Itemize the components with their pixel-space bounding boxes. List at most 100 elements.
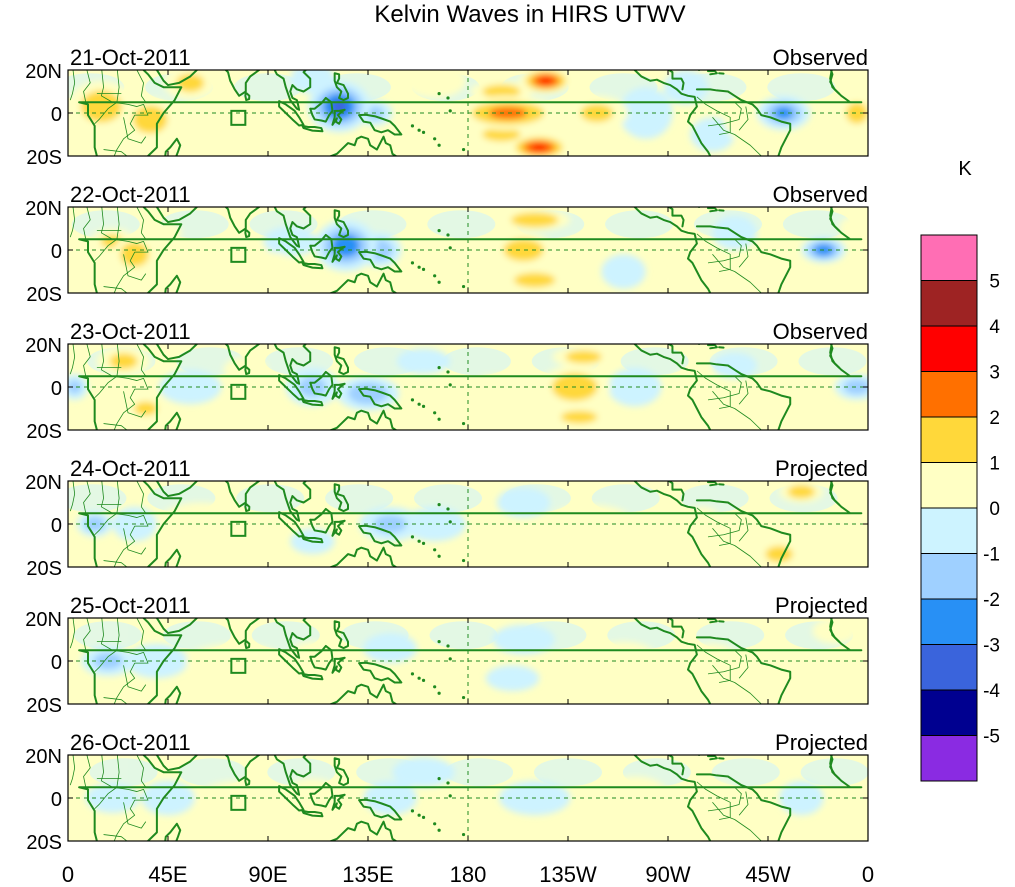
anomaly-contour (510, 212, 559, 228)
y-tick-label: 20N (25, 472, 62, 494)
colorbar-label: -2 (983, 590, 1000, 611)
anomaly-contour (80, 90, 122, 123)
anomaly-contour (396, 258, 451, 285)
anomaly-contour (223, 130, 268, 156)
anomaly-contour (685, 780, 740, 816)
anomaly-contour (482, 127, 521, 142)
x-tick-label: 45E (148, 862, 187, 887)
anomaly-contour (668, 232, 713, 268)
region-marker-box (230, 794, 247, 811)
colorbar-label: 4 (989, 317, 1000, 338)
y-tick-label: 20N (25, 61, 62, 83)
anomaly-contour (485, 665, 540, 692)
y-tick-label: 20S (26, 558, 62, 580)
anomaly-contour (685, 643, 740, 679)
anomaly-contour (403, 70, 466, 98)
region-marker-box (230, 657, 247, 674)
colorbar-swatch (920, 553, 978, 600)
anomaly-contour (503, 238, 544, 262)
y-tick-label: 20S (26, 832, 62, 854)
y-tick-label: 20S (26, 147, 62, 169)
colorbar-units-label: K (958, 158, 972, 180)
region-marker-box (230, 520, 247, 537)
coastlines (78, 755, 863, 841)
y-tick-label: 0 (51, 378, 62, 400)
colorbar-swatch (920, 462, 978, 509)
panel-kind-label: Observed (773, 182, 868, 207)
anomaly-contour (263, 226, 317, 257)
anomaly-contour (712, 352, 757, 379)
anomaly-contour (845, 102, 868, 124)
anomaly-contour (812, 618, 857, 644)
coastlines (78, 344, 863, 430)
panel-date-label: 21-Oct-2011 (70, 45, 191, 70)
y-tick-label: 0 (51, 515, 62, 537)
x-tick-label: 135E (342, 862, 393, 887)
region-marker-box (230, 383, 247, 400)
anomaly-contour (668, 369, 713, 405)
anomaly-contour (185, 643, 284, 679)
colorbar-swatch (920, 644, 978, 691)
anomaly-contour (392, 757, 455, 788)
anomaly-contour (236, 252, 300, 283)
panel-kind-label: Projected (775, 730, 868, 755)
panel-date-label: 26-Oct-2011 (70, 730, 191, 755)
anomaly-contour (396, 348, 451, 375)
x-tick-label: 90E (248, 862, 287, 887)
political-borders (69, 70, 762, 156)
anomaly-contour (348, 382, 388, 405)
anomaly-field (81, 618, 857, 696)
colorbar-swatch (920, 416, 978, 463)
anomaly-contour (403, 506, 466, 542)
colorbar-label: 5 (989, 272, 1000, 293)
anomaly-contour (331, 234, 360, 258)
coastlines (78, 207, 863, 293)
anomaly-contour (756, 380, 802, 415)
panel-date-label: 24-Oct-2011 (70, 456, 191, 481)
anomaly-contour (779, 780, 824, 816)
anomaly-contour (196, 780, 286, 816)
colorbar-label: 3 (989, 363, 1000, 384)
panel-kind-label: Projected (775, 593, 868, 618)
anomaly-contour (363, 633, 417, 664)
anomaly-field (68, 70, 868, 156)
colorbar-swatch (920, 234, 978, 281)
x-tick-label: 0 (862, 862, 874, 887)
colorbar-label: -3 (983, 636, 1000, 657)
panel-kind-label: Projected (775, 456, 868, 481)
y-tick-label: 20S (26, 695, 62, 717)
anomaly-contour (823, 810, 868, 837)
anomaly-contour (176, 73, 205, 92)
figure-title: Kelvin Waves in HIRS UTWV (374, 1, 685, 28)
anomaly-contour (482, 84, 521, 99)
anomaly-contour (599, 776, 671, 820)
colorbar-swatch (920, 689, 978, 736)
map-panel-5: 20N 0 20S 25-Oct-2011 Projected (25, 593, 869, 717)
anomaly-contour (765, 546, 793, 563)
anomaly-contour (756, 669, 802, 696)
x-axis: 0 45E 90E 135E 180 135W 90W 45W 0 (62, 862, 874, 887)
anomaly-contour (787, 485, 816, 499)
anomaly-contour (134, 401, 158, 416)
anomaly-contour (461, 374, 542, 418)
anomaly-contour (85, 782, 140, 814)
map-panel-6: 20N 0 20S 26-Oct-2011 Projected (25, 730, 869, 854)
colorbar-label: 1 (989, 454, 1000, 475)
panels-group: 20N 0 20S 21-Oct-2011 Observed 20N 0 20S 22-Oct-… (25, 45, 869, 854)
anomaly-contour (663, 70, 708, 105)
anomaly-contour (68, 380, 82, 394)
y-tick-label: 20N (25, 198, 62, 220)
map-panel-3: 20N 0 20S 23-Oct-2011 Observed (25, 319, 869, 443)
colorbar-swatch (920, 280, 978, 327)
x-tick-label: 45W (745, 862, 790, 887)
colorbar-swatch (920, 507, 978, 554)
anomaly-contour (133, 105, 168, 134)
colorbar-swatch (920, 371, 978, 418)
anomaly-contour (556, 237, 602, 263)
colorbar-label: -5 (983, 727, 1000, 748)
panel-kind-label: Observed (773, 319, 868, 344)
y-tick-label: 0 (51, 241, 62, 263)
anomaly-contour (513, 272, 556, 288)
coastlines (78, 481, 863, 567)
y-tick-label: 20N (25, 746, 62, 768)
